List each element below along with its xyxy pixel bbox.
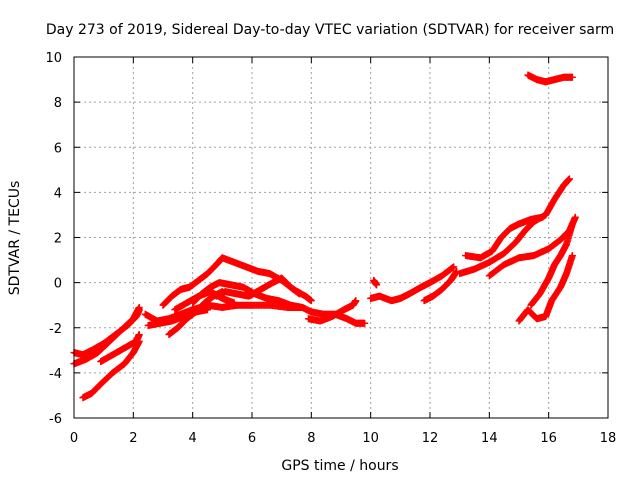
series-track-16 — [420, 267, 461, 305]
data-point — [352, 297, 360, 305]
series-track-02 — [70, 303, 143, 368]
x-tick-label: 14 — [481, 431, 498, 446]
x-tick-label: 0 — [70, 431, 78, 446]
x-tick-label: 6 — [248, 431, 256, 446]
data-point — [571, 213, 579, 221]
data-point — [204, 306, 211, 314]
x-tick-label: 18 — [600, 431, 617, 446]
x-axis-label: GPS time / hours — [281, 458, 398, 474]
y-tick-label: 4 — [54, 186, 62, 201]
x-tick-label: 8 — [307, 431, 315, 446]
series-track-07 — [159, 254, 315, 309]
y-axis-ticks: -6 -4 -2 0 2 4 6 8 10 — [45, 51, 608, 427]
data-point — [568, 73, 576, 81]
y-tick-label: 2 — [54, 232, 62, 247]
data-point — [295, 290, 303, 298]
data-point — [373, 281, 381, 289]
series-track-14 — [367, 263, 458, 305]
data-point — [450, 263, 458, 271]
data-point — [568, 220, 576, 228]
data-point — [568, 252, 576, 260]
chart-title: Day 273 of 2019, Sidereal Day-to-day VTE… — [46, 22, 614, 38]
series-track-18 — [462, 213, 547, 262]
series-track-20 — [515, 252, 576, 325]
x-tick-label: 2 — [129, 431, 137, 446]
y-tick-label: 8 — [54, 96, 62, 111]
data-point — [135, 331, 143, 339]
series-track-12 — [304, 297, 360, 325]
series-track-13 — [307, 308, 369, 327]
grid-lines — [74, 57, 608, 418]
y-tick-label: 6 — [54, 141, 62, 156]
y-tick-label: -2 — [49, 322, 62, 337]
data-point — [307, 297, 315, 305]
data-points — [70, 71, 579, 402]
series-track-03 — [79, 337, 143, 402]
y-tick-label: 10 — [45, 51, 62, 66]
series-track-15 — [370, 276, 381, 289]
data-point — [565, 175, 573, 183]
data-point — [135, 303, 143, 311]
x-tick-label: 4 — [189, 431, 197, 446]
y-tick-label: -4 — [49, 367, 62, 382]
data-point — [218, 288, 226, 296]
y-tick-label: -6 — [49, 412, 62, 427]
data-point — [361, 319, 369, 327]
x-tick-label: 16 — [540, 431, 557, 446]
y-axis-label: SDTVAR / TECUs — [7, 181, 23, 296]
x-tick-label: 12 — [422, 431, 439, 446]
plot-frame — [73, 56, 609, 419]
series-track-04 — [97, 331, 143, 366]
data-point — [539, 213, 547, 221]
x-axis-ticks: 0 2 4 6 8 10 12 14 16 18 — [70, 57, 616, 446]
y-tick-label: 0 — [54, 277, 62, 292]
series-track-21 — [527, 220, 576, 309]
series-track-11 — [171, 288, 238, 314]
x-tick-label: 10 — [362, 431, 379, 446]
data-point — [230, 299, 238, 307]
data-point — [298, 303, 306, 311]
series-track-22 — [524, 71, 576, 86]
